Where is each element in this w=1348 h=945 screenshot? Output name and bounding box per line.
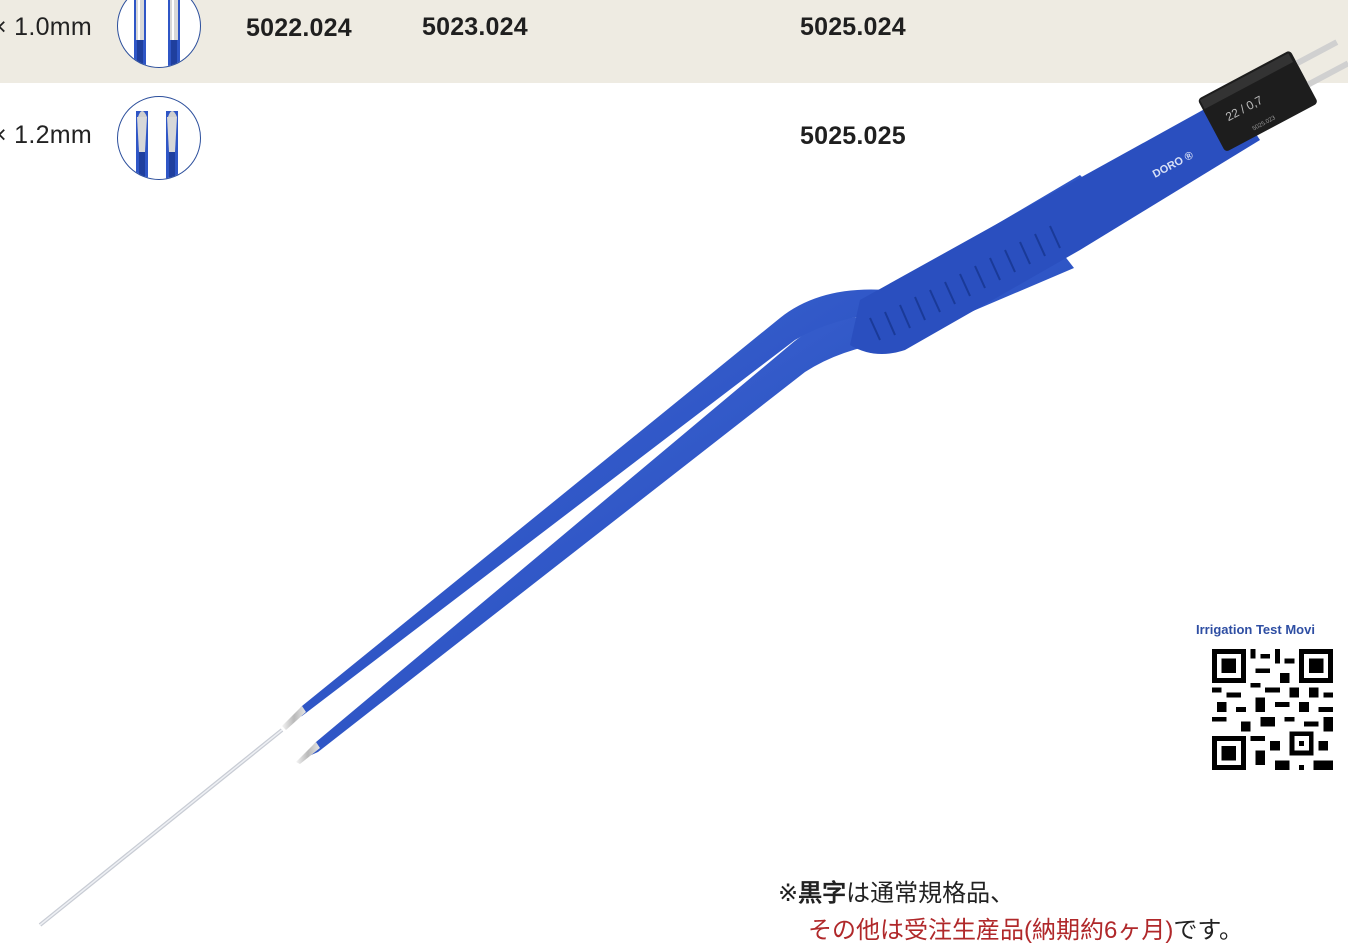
size-label: × 1.0mm — [0, 13, 93, 41]
note-tail: です。 — [1173, 917, 1243, 944]
model-code: 5025.025 — [800, 122, 906, 150]
note-red-text: その他は受注生産品(納期約6ヶ月) — [808, 917, 1174, 944]
size-label: × 1.2mm — [0, 121, 93, 149]
table-row-1: × 1.0mm 5022.024 5023.024 5025.024 — [0, 0, 1348, 83]
note-rest: は通常規格品、 — [846, 880, 1015, 907]
note-mark: ※ — [778, 880, 799, 907]
qr-title: Irrigation Test Movi — [1196, 622, 1315, 637]
connector: 22 / 0,7 5025.023 — [1198, 39, 1348, 151]
forceps-tip — [296, 742, 320, 764]
tip-icon — [134, 0, 180, 67]
note-line-1: ※黒字は通常規格品、 — [778, 873, 1014, 908]
note-line-2: その他は受注生産品(納期約6ヶ月)です。 — [808, 910, 1243, 945]
forceps-handle — [850, 95, 1260, 354]
tip-icon — [136, 111, 178, 179]
forceps-arm-lower — [300, 250, 1074, 760]
note-bold: 黒字 — [798, 880, 847, 907]
tip-detail-image — [117, 96, 201, 180]
tip-detail-image — [117, 0, 201, 68]
qr-code-icon[interactable] — [1212, 648, 1333, 771]
model-code: 5022.024 — [246, 14, 352, 42]
forceps-tip — [282, 706, 306, 730]
model-code: 5023.024 — [422, 13, 528, 41]
model-code: 5025.024 — [800, 13, 906, 41]
